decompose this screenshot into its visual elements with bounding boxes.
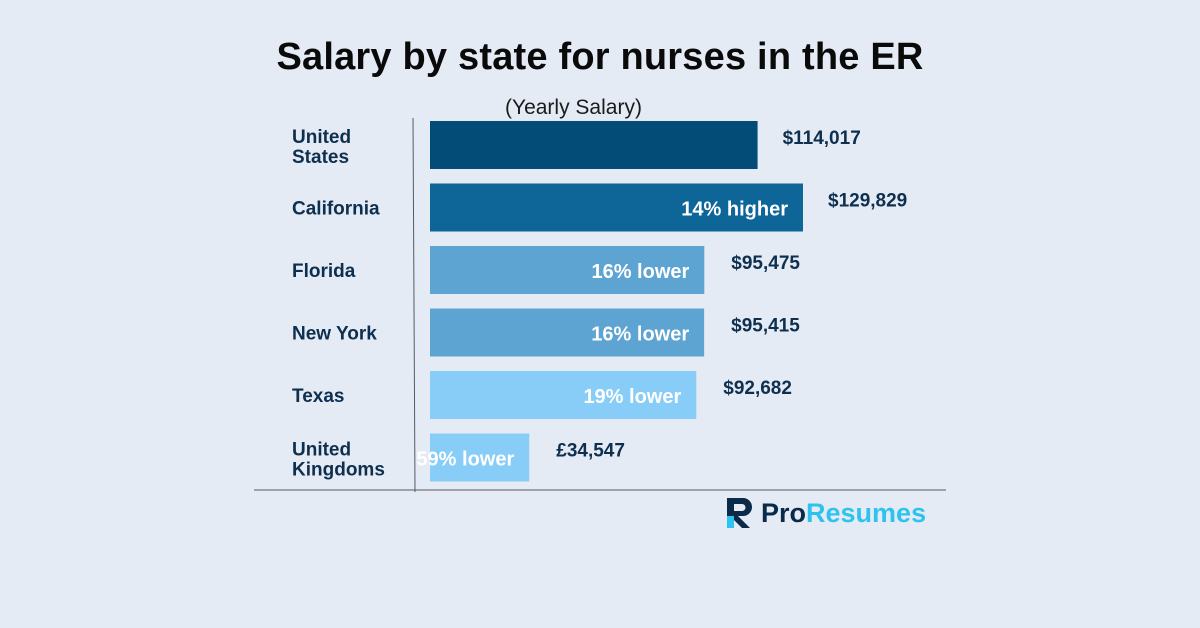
logo-text-pro: Pro [761,497,807,528]
category-label-3: New York [292,324,377,345]
y-axis-line [412,117,416,493]
bar-5 [430,433,530,482]
category-label-4: Texas [292,386,344,407]
bar-0 [430,121,758,169]
chart-title: Salary by state for nurses in the ER [276,36,924,78]
value-label-0: $114,017 [783,128,861,149]
value-label-5: £34,547 [556,441,625,462]
value-label-3: $95,415 [731,316,800,337]
category-label-5: United Kingdoms [292,440,385,481]
category-label-2: Florida [292,261,356,282]
bar-2 [430,246,705,294]
value-label-4: $92,682 [723,378,792,399]
category-label-1: California [292,199,380,220]
bar-4 [430,371,697,419]
logo-text-resumes: Resumes [806,497,927,528]
category-label-0: United States [292,127,351,168]
proresumes-logo-icon [727,498,752,528]
bar-annotation-2: 16% lower [591,261,689,283]
bar-3 [430,308,705,357]
proresumes-logo: Pro Resumes [725,495,926,531]
bar-annotation-1: 14% higher [681,199,788,221]
value-label-1: $129,829 [828,191,907,212]
bar-annotation-5: 59% lower [416,449,514,471]
chart-subtitle: (Yearly Salary) [505,96,642,119]
value-label-2: $95,475 [731,253,800,274]
bar-annotation-3: 16% lower [591,324,689,346]
bar-1 [430,183,803,232]
bar-annotation-4: 19% lower [583,386,681,408]
